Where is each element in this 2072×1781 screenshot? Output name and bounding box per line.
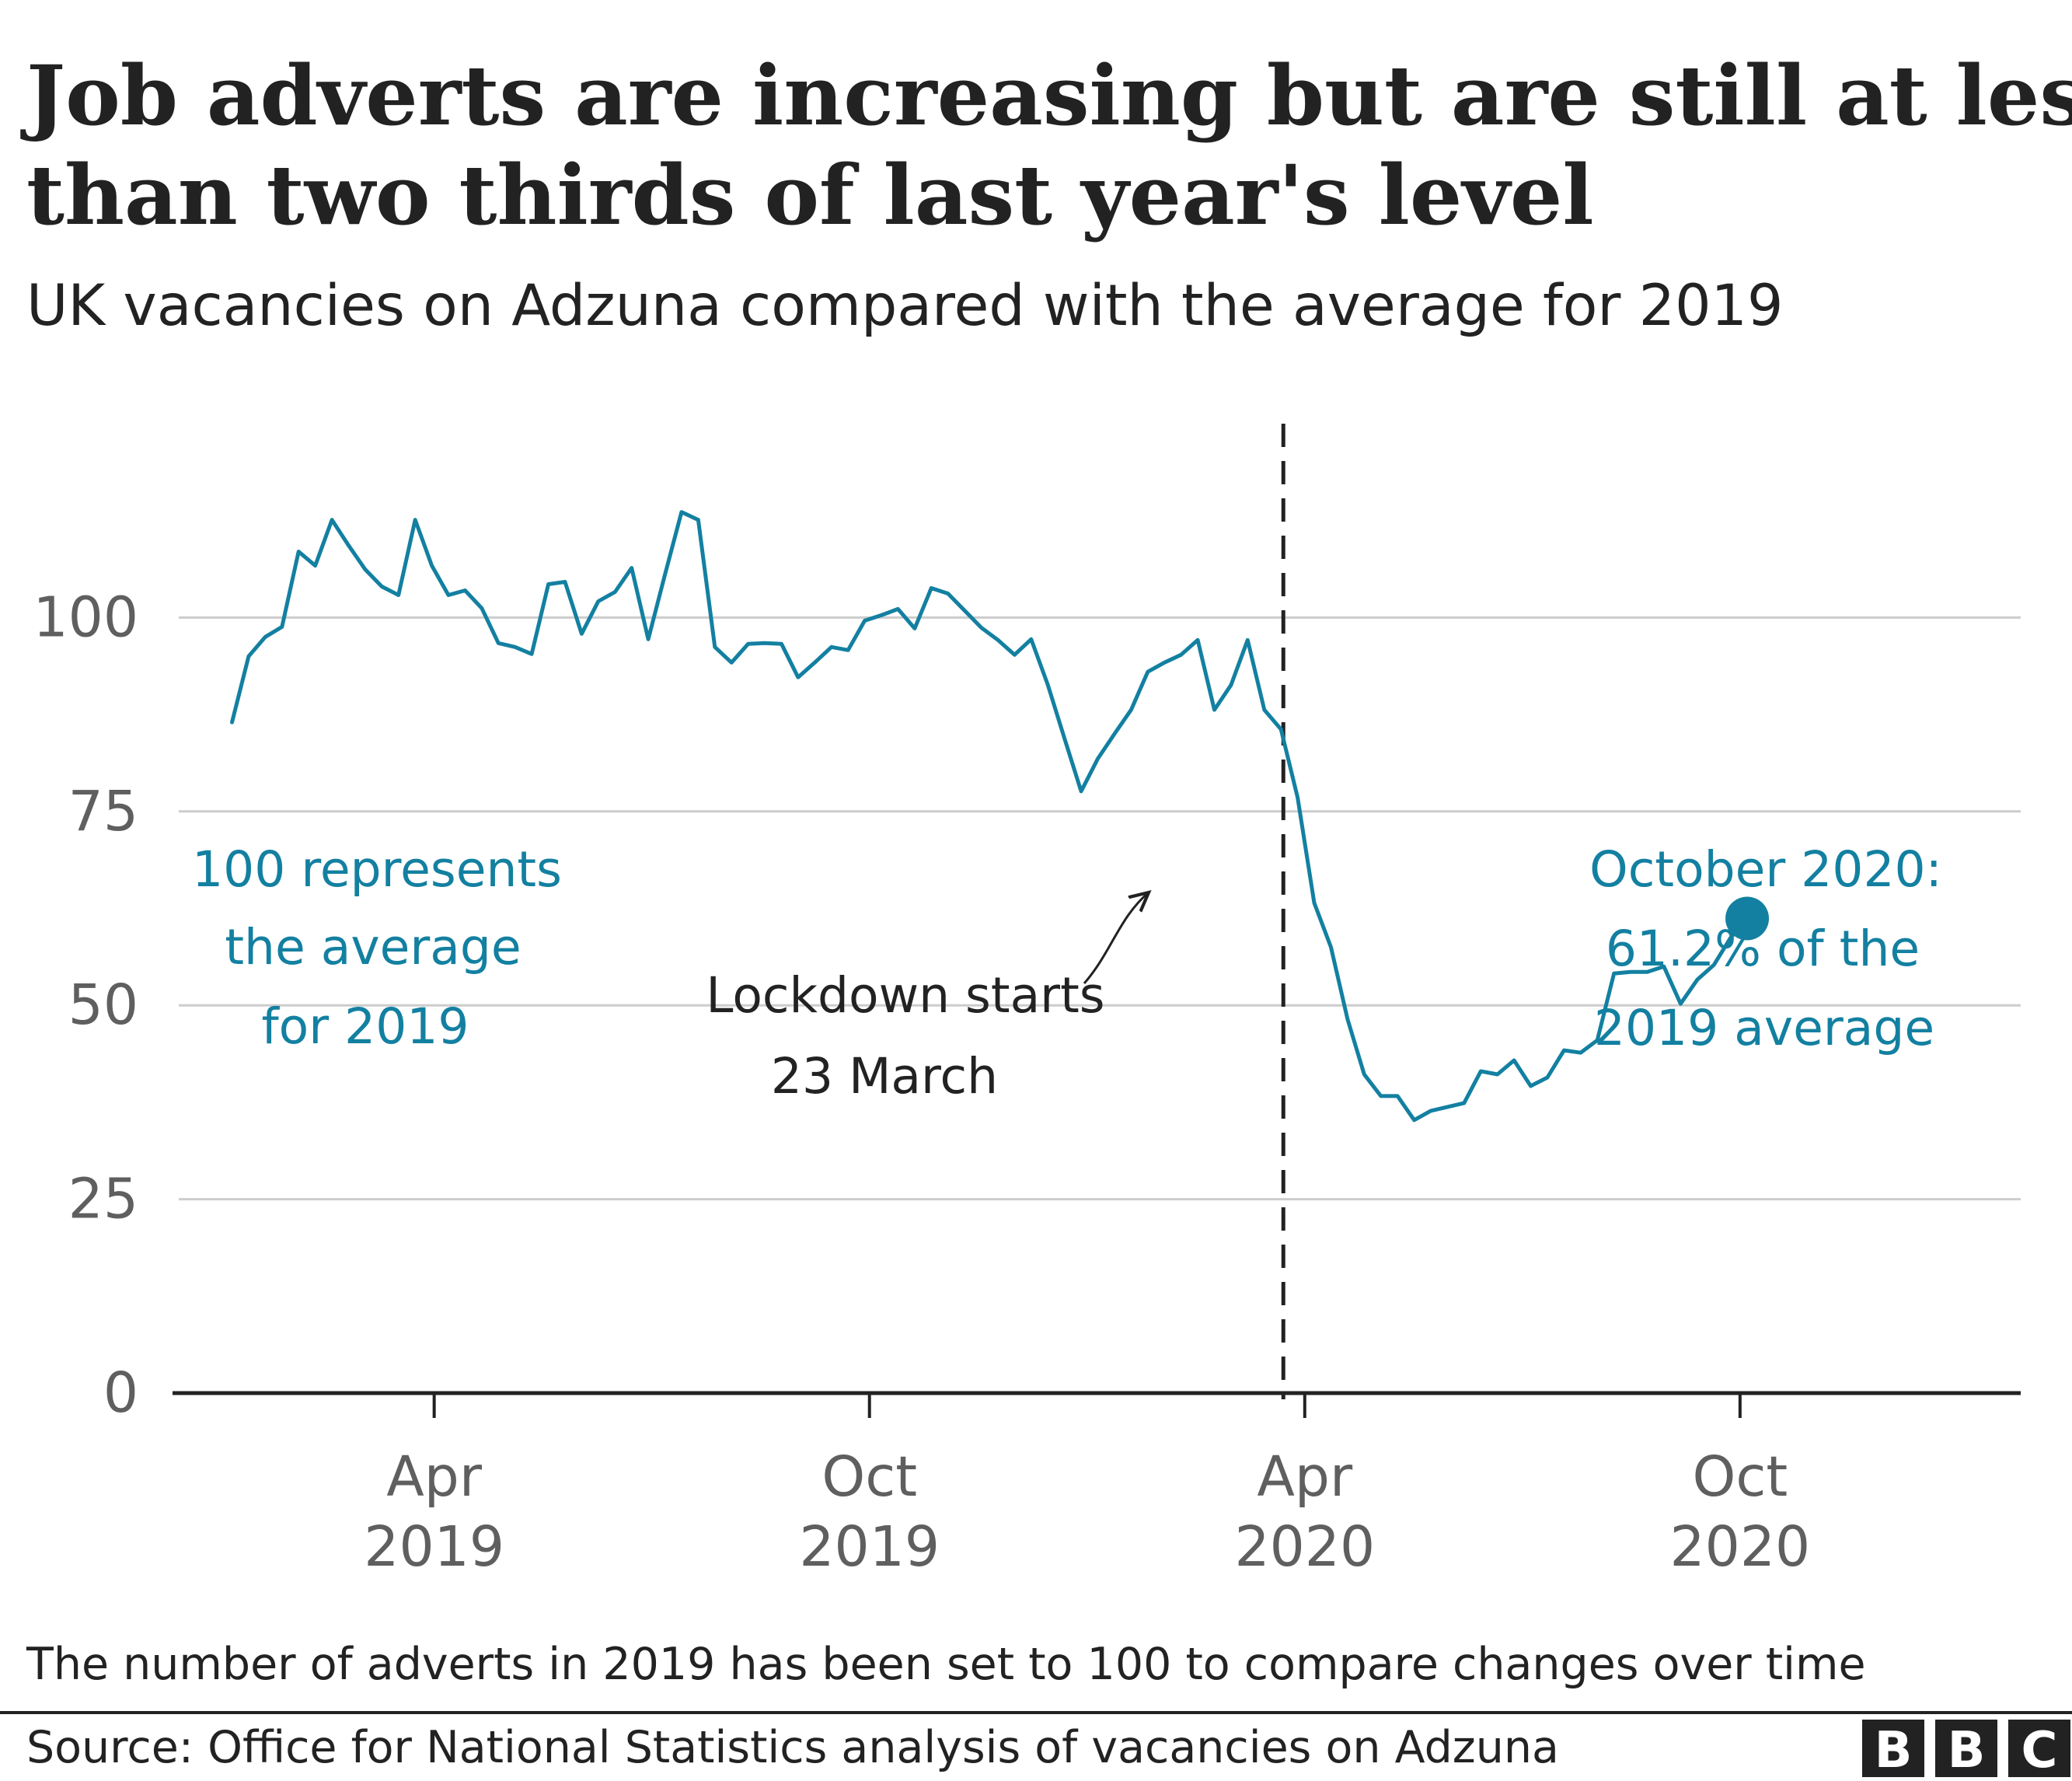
x-tick-label: 2020 [1670,1514,1811,1579]
x-tick-label: Oct [821,1444,917,1509]
bbc-logo-block-3 [2008,1720,2070,1777]
chart-title-line-2: than two thirds of last year's level [26,146,1594,243]
bbc-logo-block-2 [1935,1720,1997,1777]
y-tick-label: 50 [68,973,138,1037]
annotation-baseline-line-1: 100 represents [192,841,562,898]
bbc-logo: B B C [1862,1720,2070,1779]
x-tick-label: 2019 [799,1514,940,1579]
x-tick-label: 2020 [1234,1514,1375,1579]
annotation-lockdown: Lockdown starts 23 March [706,892,1149,1105]
annotation-lockdown-line-2: 23 March [771,1048,998,1105]
bbc-logo-block-1 [1862,1720,1924,1777]
x-tick-label: Apr [1257,1444,1353,1509]
bbc-logo-letter-2: B [1948,1722,1986,1779]
annotation-latest: October 2020: 61.2% of the 2019 average [1589,841,1942,1056]
annotation-baseline-line-2: the average [225,919,521,976]
source-text: Source: Office for National Statistics a… [26,1722,1559,1773]
annotation-baseline-line-3: for 2019 [262,998,469,1055]
series-line [230,510,1749,1123]
y-tick-label: 100 [33,585,138,649]
annotation-baseline: 100 represents the average for 2019 [192,841,562,1055]
x-tick-label: Oct [1692,1444,1788,1509]
chart-title-line-1: Job adverts are increasing but are still… [20,47,2072,144]
annotation-latest-line-1: October 2020: [1589,841,1942,898]
y-axis-ticks: 0 25 50 75 100 [33,585,138,1425]
y-tick-label: 75 [68,779,138,843]
annotation-lockdown-arrow [1083,892,1149,984]
y-tick-label: 25 [68,1167,138,1231]
chart-subtitle: UK vacancies on Adzuna compared with the… [26,273,1783,339]
x-tick-label: Apr [386,1444,483,1509]
y-tick-label: 0 [103,1360,138,1425]
annotation-latest-line-2: 61.2% of the [1606,920,1920,977]
bbc-logo-letter-3: C [2021,1722,2058,1779]
annotation-lockdown-line-1: Lockdown starts [706,967,1104,1024]
latest-data-point [1725,896,1770,941]
bbc-logo-letter-1: B [1875,1722,1913,1779]
footnote: The number of adverts in 2019 has been s… [26,1639,1866,1690]
x-tick-label: 2019 [364,1514,504,1579]
annotation-latest-line-3: 2019 average [1594,1000,1934,1056]
